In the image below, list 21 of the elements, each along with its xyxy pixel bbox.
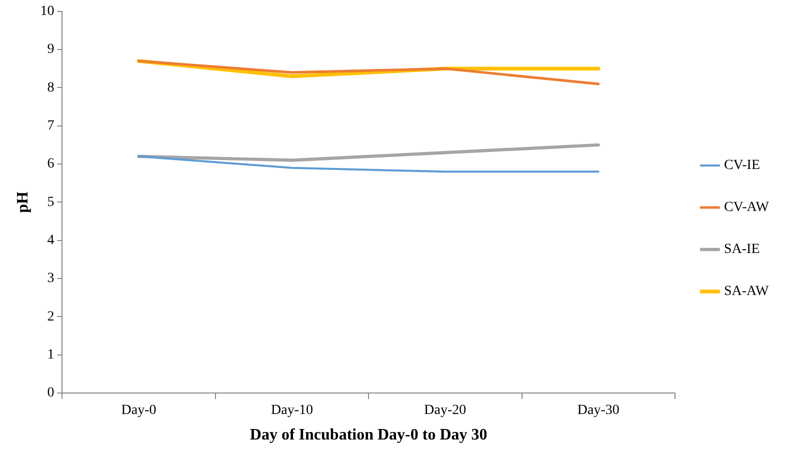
y-tick-label: 4 (47, 233, 54, 248)
legend-label: CV-AW (724, 200, 770, 216)
y-axis-title: pH (14, 190, 32, 213)
y-tick-label: 2 (47, 309, 54, 324)
y-tick-label: 10 (40, 4, 54, 20)
y-tick-label: 0 (47, 386, 54, 401)
y-tick-label: 9 (47, 42, 54, 58)
y-tick-label: 3 (47, 271, 54, 286)
legend-label: SA-AW (724, 284, 770, 300)
x-tick-label: Day-20 (424, 403, 466, 418)
legend-label: SA-IE (724, 242, 760, 258)
x-axis-title: Day of Incubation Day-0 to Day 30 (250, 426, 488, 444)
x-tick-label: Day-30 (577, 403, 620, 418)
y-tick-label: 6 (47, 156, 54, 172)
y-tick-label: 7 (47, 118, 54, 134)
y-tick-label: 8 (47, 80, 54, 96)
x-tick-label: Day-0 (121, 403, 156, 418)
y-tick-label: 1 (47, 348, 54, 363)
y-tick-label: 5 (47, 194, 54, 210)
legend-label: CV-IE (724, 158, 760, 174)
x-tick-label: Day-10 (270, 403, 313, 418)
